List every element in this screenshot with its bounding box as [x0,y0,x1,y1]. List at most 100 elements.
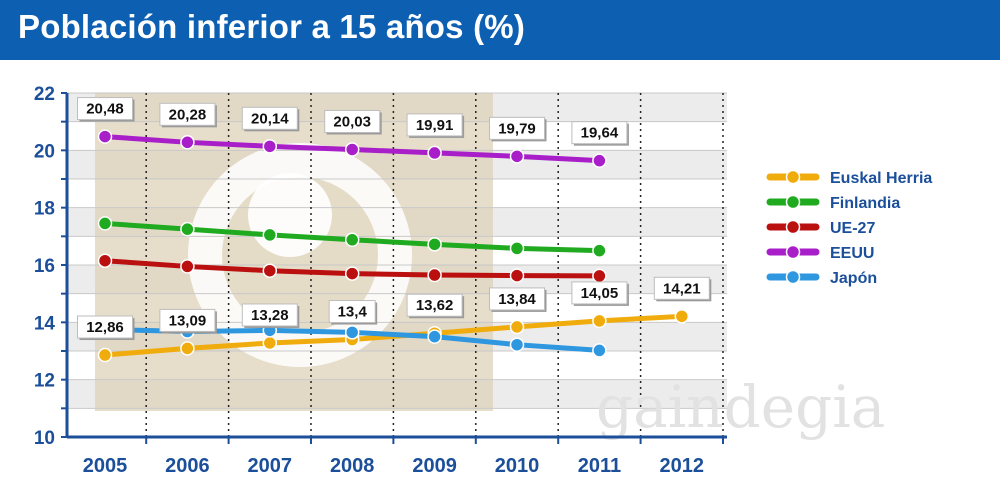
data-label-box [241,303,298,327]
data-point [262,263,278,278]
data-label-box [406,293,463,317]
x-tick-label: 2012 [660,455,705,477]
data-point [427,329,442,344]
data-label-group: 13,09 [159,308,217,334]
data-label-group: 19,91 [406,113,465,138]
data-point [97,129,113,144]
data-label-group: 20,03 [324,109,382,135]
data-label: 12,86 [86,319,124,336]
data-point [592,153,607,168]
legend-swatch-marker [785,244,801,260]
data-label: 20,48 [86,101,124,118]
legend-label: UE-27 [830,220,875,237]
data-label-box [77,315,133,339]
data-label-group: 19,64 [571,121,629,146]
data-label-group: 14,21 [653,276,712,302]
data-label: 14,05 [581,285,619,302]
y-tick-label: 16 [34,256,55,277]
data-label: 20,28 [169,106,207,123]
data-label-group: 20,48 [77,97,135,122]
legend-swatch-marker [785,219,801,235]
data-point [97,253,113,268]
data-label: 19,79 [498,120,536,137]
data-label: 13,28 [251,307,289,324]
data-label: 13,09 [169,312,207,329]
x-tick-label: 2011 [578,455,621,477]
data-point [509,319,525,335]
data-label-group: 13,84 [489,287,547,312]
data-point [344,266,360,281]
data-point [427,237,442,252]
legend-label: Japón [830,270,877,287]
legend-swatch-marker [785,269,801,285]
data-point [262,139,278,154]
data-label: 13,62 [416,297,454,314]
data-label: 13,84 [498,291,536,308]
data-label-group: 20,28 [159,102,217,128]
data-label-box [159,308,216,332]
x-tick-label: 2009 [412,455,457,477]
y-tick-label: 20 [34,141,55,162]
data-point [344,142,360,157]
data-label-box [241,106,298,130]
data-point [97,347,113,363]
chart-title: Población inferior a 15 años (%) [18,8,526,45]
data-point [427,267,442,283]
x-tick-label: 2006 [165,455,210,477]
data-label-group: 14,05 [571,281,629,306]
x-tick-label: 2005 [83,455,128,477]
legend-swatch-marker [785,194,801,210]
data-label-group: 13,4 [328,300,378,325]
data-point [427,145,442,161]
data-label-box [653,276,710,300]
data-label: 14,21 [663,280,701,297]
data-point [344,232,360,248]
data-label: 20,14 [251,110,289,127]
data-point [674,309,690,324]
x-tick-label: 2010 [495,455,540,477]
data-label-box [571,121,628,145]
data-point [97,216,113,231]
legend-swatch-marker [785,169,801,185]
data-point [262,227,278,243]
data-point [509,337,525,352]
data-label-box [489,116,545,140]
data-point [592,243,607,258]
data-label: 13,4 [338,304,368,321]
legend-label: EEUU [830,245,874,262]
data-label-box [328,300,376,324]
data-label-box [489,287,545,311]
title-bar: Población inferior a 15 años (%) [0,0,1000,60]
data-point [592,313,607,329]
watermark-inner-hole [248,173,332,257]
data-label-box [406,113,463,137]
x-tick-label: 2007 [248,455,293,477]
data-label: 20,03 [333,113,371,130]
data-point [509,241,525,256]
data-point [344,325,360,340]
data-point [509,149,525,164]
data-label-box [571,281,628,305]
data-point [592,268,607,284]
y-tick-label: 10 [34,428,55,449]
data-point [180,221,195,237]
data-point [180,135,195,150]
data-label: 19,91 [416,117,454,134]
y-tick-label: 14 [34,313,56,334]
data-label-group: 13,62 [406,293,465,319]
data-point [180,341,195,356]
data-point [262,335,278,351]
y-tick-label: 22 [34,84,55,105]
data-label-group: 12,86 [77,315,135,341]
y-tick-label: 18 [34,199,55,220]
data-label-box [324,109,381,133]
legend-label: Finlandia [830,195,900,212]
x-tick-label: 2008 [330,455,375,477]
y-tick-label: 12 [34,371,55,392]
data-point [509,268,525,283]
data-point [592,343,607,358]
data-label-box [77,97,133,121]
data-label-group: 19,79 [489,116,547,142]
data-label: 19,64 [581,125,619,142]
